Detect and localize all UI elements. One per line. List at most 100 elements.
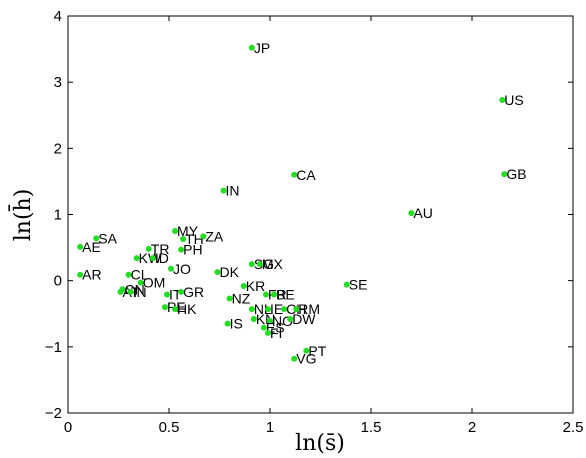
data-point-za: ZA	[200, 228, 224, 244]
point-marker	[172, 306, 179, 313]
point-marker	[271, 291, 278, 298]
point-marker	[260, 324, 267, 331]
point-label: TR	[151, 241, 170, 257]
point-label: HK	[177, 301, 197, 317]
point-marker	[248, 261, 255, 268]
point-label: AU	[413, 205, 432, 221]
point-marker	[499, 97, 506, 104]
data-point-gb: GB	[501, 166, 527, 182]
point-marker	[178, 288, 185, 295]
point-label: DW	[292, 311, 316, 327]
data-point-cl: CL	[125, 267, 149, 283]
point-marker	[224, 320, 231, 327]
point-label: TH	[185, 231, 204, 247]
y-tick-label: 1	[54, 207, 62, 224]
data-point-ar: AR	[77, 267, 102, 283]
point-label: IE	[270, 301, 283, 317]
point-label: ID	[155, 250, 169, 266]
data-point-id: ID	[149, 250, 169, 266]
x-tick-label: 0	[64, 419, 72, 436]
point-marker	[291, 171, 298, 178]
data-point-tr: TR	[145, 241, 170, 257]
point-marker	[161, 304, 168, 311]
data-point-fr: FR	[262, 287, 287, 303]
point-label: RM	[298, 301, 320, 317]
point-label: FR	[268, 287, 287, 303]
x-tick-label: 0.5	[159, 419, 180, 436]
point-label: CA	[296, 167, 316, 183]
point-label: GB	[506, 166, 526, 182]
data-point-mx: MX	[256, 256, 284, 272]
point-marker	[163, 291, 170, 298]
point-marker	[287, 316, 294, 323]
point-marker	[180, 235, 187, 242]
point-marker	[250, 316, 257, 323]
point-label: MY	[177, 223, 199, 239]
y-tick-label: −2	[45, 405, 62, 422]
point-marker	[168, 265, 175, 272]
point-label: NL	[254, 301, 272, 317]
point-marker	[200, 233, 207, 240]
point-marker	[77, 271, 84, 278]
point-marker	[133, 255, 140, 262]
point-label: US	[504, 92, 523, 108]
data-point-ca: CA	[291, 167, 316, 183]
point-marker	[172, 228, 179, 235]
data-point-in: IN	[127, 284, 147, 300]
point-label: SA	[98, 230, 117, 246]
point-marker	[226, 295, 233, 302]
data-point-my: MY	[172, 223, 199, 239]
tick-labels-group: 0 0.5 1 1.5 2 2.5 −2 −1 0 1 2 3 4	[45, 8, 584, 436]
data-point-ph: PH	[178, 242, 203, 258]
y-tick-label: 4	[54, 8, 62, 25]
point-marker	[343, 281, 350, 288]
data-point-be: BE	[271, 287, 295, 303]
point-label: PT	[308, 343, 326, 359]
point-marker	[125, 271, 132, 278]
data-point-se: SE	[343, 277, 368, 293]
point-label: KR	[246, 278, 265, 294]
point-marker	[267, 318, 273, 325]
point-label: IN	[133, 284, 147, 300]
data-point-us: US	[499, 92, 524, 108]
point-marker	[77, 243, 84, 250]
point-marker	[264, 329, 271, 336]
point-marker	[240, 282, 247, 289]
point-marker	[293, 306, 300, 313]
point-marker	[117, 288, 124, 295]
point-marker	[291, 355, 298, 362]
data-point-rm: RM	[293, 301, 320, 317]
data-point-vg: VG	[291, 351, 316, 367]
data-point-ie: IE	[264, 301, 283, 317]
point-label: IS	[230, 316, 243, 332]
data-point-pt: PT	[303, 343, 327, 359]
point-marker	[303, 347, 310, 354]
x-tick-label: 1	[266, 419, 274, 436]
point-label: ZA	[205, 228, 224, 244]
point-marker	[178, 246, 185, 253]
point-label: IN	[226, 183, 240, 199]
data-point-nz: NZ	[226, 291, 251, 307]
point-label: NO	[272, 313, 293, 329]
data-point-nl: NL	[248, 301, 272, 317]
point-marker	[93, 235, 100, 242]
point-marker	[127, 288, 134, 295]
data-point-om: OM	[137, 275, 166, 291]
data-point-au: AU	[408, 205, 433, 221]
point-marker	[145, 245, 152, 252]
point-label: NZ	[232, 291, 251, 307]
data-point-in: IN	[220, 183, 240, 199]
point-label: JO	[173, 261, 191, 277]
data-point-dw: DW	[287, 311, 316, 327]
point-marker	[281, 306, 288, 313]
axes-frame-group	[67, 15, 574, 414]
point-label: CL	[131, 267, 149, 283]
data-point-ae: AE	[77, 239, 101, 255]
data-point-is: IS	[224, 316, 243, 332]
point-label: DK	[219, 264, 239, 280]
point-label: SE	[349, 277, 368, 293]
point-marker	[262, 291, 269, 298]
x-tick-label: 2.5	[563, 419, 584, 436]
point-label: OM	[143, 275, 166, 291]
point-label: MX	[262, 256, 284, 272]
